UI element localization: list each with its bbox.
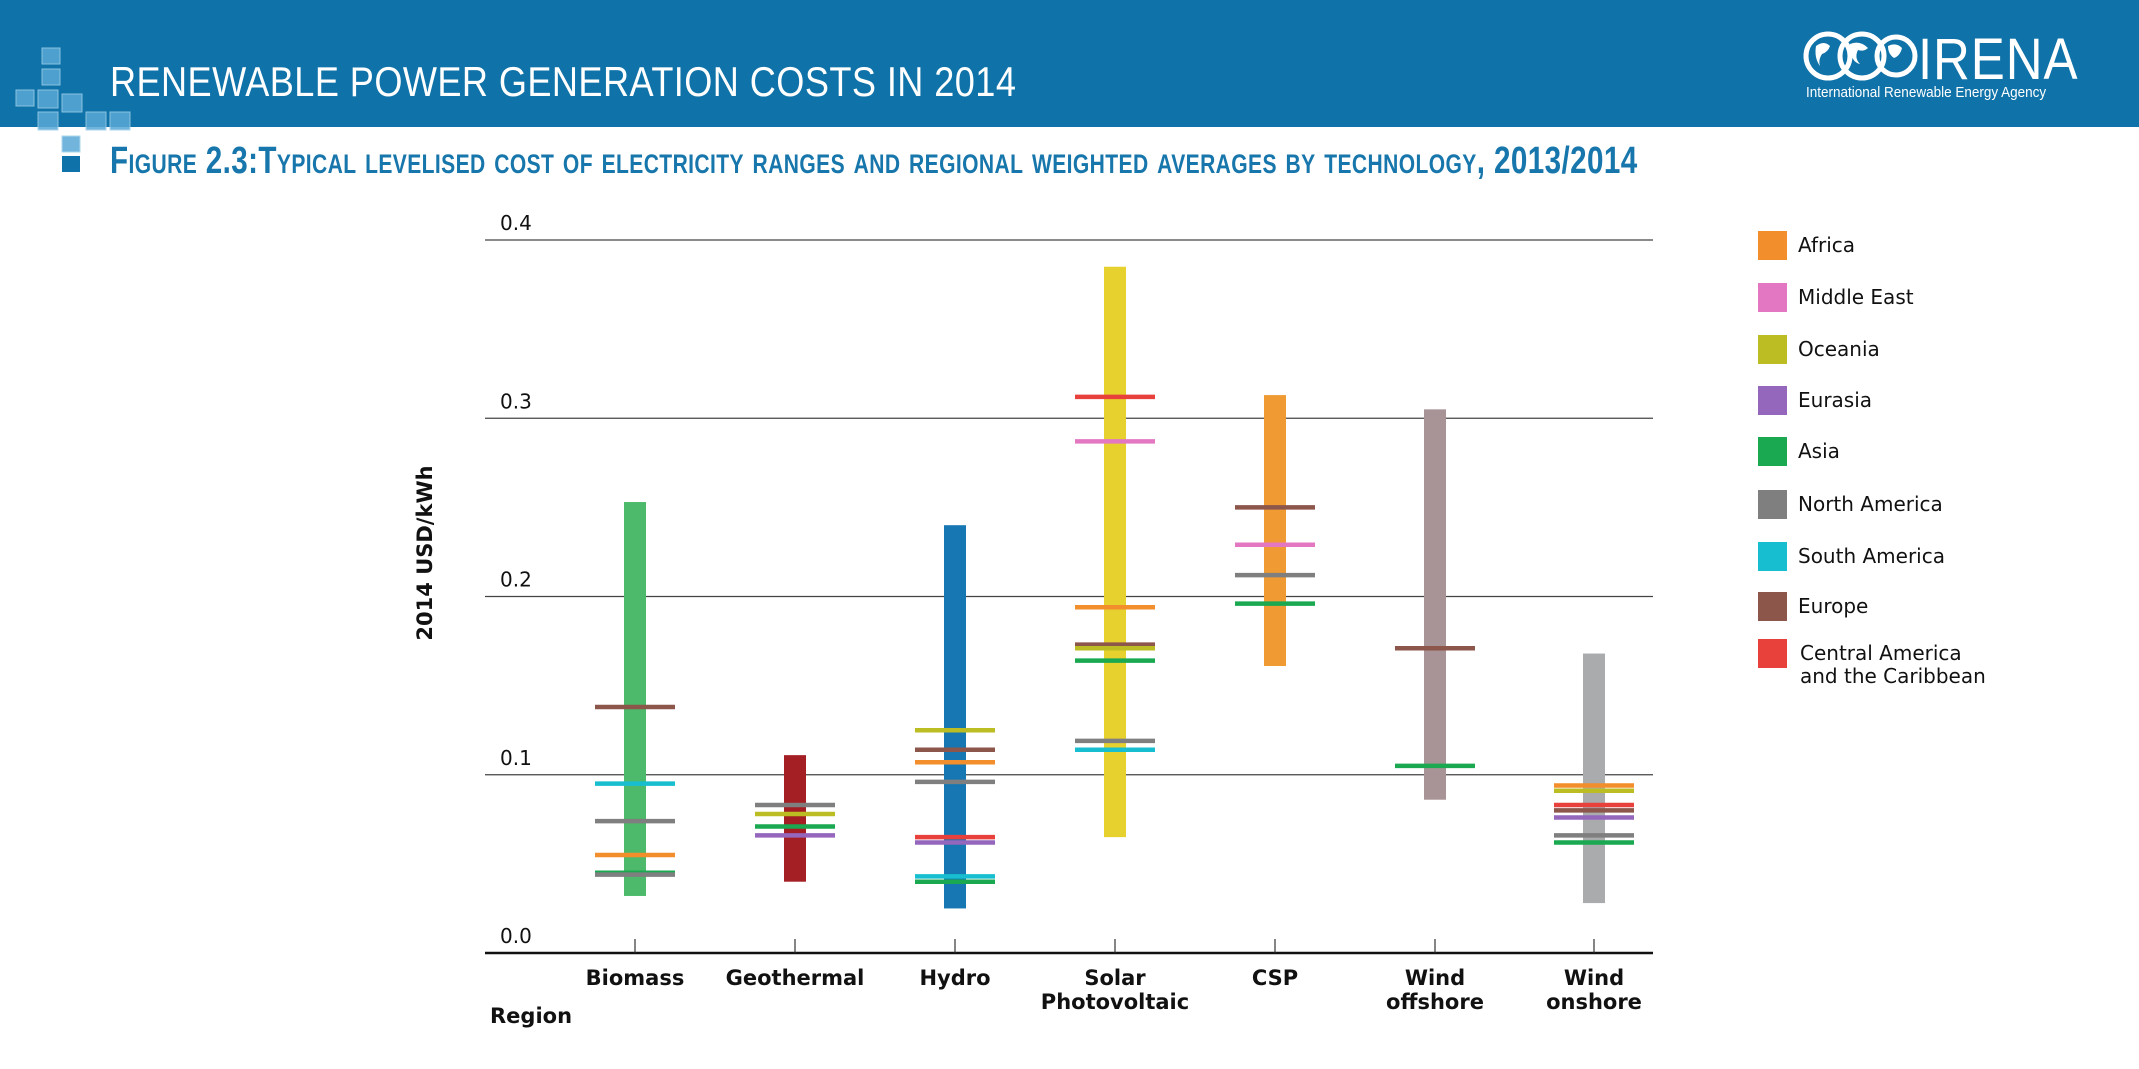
legend-label: Africa bbox=[1798, 233, 1855, 257]
range-bar-hydro bbox=[944, 525, 966, 909]
category-label: CSP bbox=[1252, 966, 1298, 990]
legend: Africa Middle East Oceania Eurasia Asia North… bbox=[1758, 231, 1986, 688]
axes: Biomass Geothermal Hydro Solar Photovoltaic C… bbox=[413, 465, 1653, 1028]
globe-icon bbox=[1803, 31, 1918, 81]
legend-label: Middle East bbox=[1798, 285, 1914, 309]
y-tick-label: 0.1 bbox=[500, 746, 532, 770]
range-bar-wind-onshore bbox=[1583, 653, 1605, 904]
category-label: Wind onshore bbox=[1546, 966, 1642, 1014]
range-bar-csp bbox=[1264, 395, 1286, 667]
x-axis-title: Region bbox=[490, 1004, 572, 1028]
category-label: Hydro bbox=[919, 966, 990, 990]
gridlines: 0.0 0.1 0.2 0.3 0.4 bbox=[485, 211, 1653, 948]
legend-swatch bbox=[1758, 335, 1787, 364]
legend-label: Asia bbox=[1798, 439, 1840, 463]
y-tick-label: 0.3 bbox=[500, 389, 532, 413]
range-bar-solar-photovoltaic bbox=[1104, 266, 1126, 838]
category-label: Biomass bbox=[586, 966, 685, 990]
category-label: Geothermal bbox=[726, 966, 865, 990]
range-bars bbox=[624, 266, 1605, 909]
range-bar-biomass bbox=[624, 502, 646, 896]
y-tick-label: 0.2 bbox=[500, 568, 532, 592]
y-axis-title: 2014 USD/kWh bbox=[413, 465, 437, 640]
legend-label: North America bbox=[1798, 492, 1943, 516]
logo-wordmark: IRENA bbox=[1918, 27, 2079, 92]
figure-title: Figure 2.3:Typical levelised cost of ele… bbox=[110, 140, 1638, 182]
y-tick-label: 0.4 bbox=[500, 211, 532, 235]
range-bar-wind-offshore bbox=[1424, 409, 1446, 800]
legend-swatch bbox=[1758, 386, 1787, 415]
y-tick-label: 0.0 bbox=[500, 924, 532, 948]
irena-logo: IRENA International Renewable Energy Age… bbox=[1800, 27, 2100, 108]
header-banner bbox=[0, 0, 2139, 127]
legend-label: Central America and the Caribbean bbox=[1800, 641, 1986, 688]
category-label: Wind offshore bbox=[1386, 966, 1484, 1014]
logo-subtitle: International Renewable Energy Agency bbox=[1806, 84, 2047, 101]
legend-label: Oceania bbox=[1798, 337, 1880, 361]
legend-swatch bbox=[1758, 490, 1787, 519]
legend-label: South America bbox=[1798, 544, 1945, 568]
category-label: Solar Photovoltaic bbox=[1041, 966, 1189, 1014]
decorative-squares-graphic bbox=[15, 47, 131, 172]
legend-swatch bbox=[1758, 639, 1787, 668]
legend-label: Eurasia bbox=[1798, 388, 1872, 412]
banner-title: RENEWABLE POWER GENERATION COSTS IN 2014 bbox=[110, 58, 1017, 105]
legend-label: Europe bbox=[1798, 594, 1868, 618]
legend-swatch bbox=[1758, 592, 1787, 621]
legend-swatch bbox=[1758, 283, 1787, 312]
regional-averages bbox=[595, 394, 1634, 884]
range-bar-geothermal bbox=[784, 755, 806, 882]
legend-swatch bbox=[1758, 231, 1787, 260]
legend-swatch bbox=[1758, 437, 1787, 466]
legend-swatch bbox=[1758, 542, 1787, 571]
